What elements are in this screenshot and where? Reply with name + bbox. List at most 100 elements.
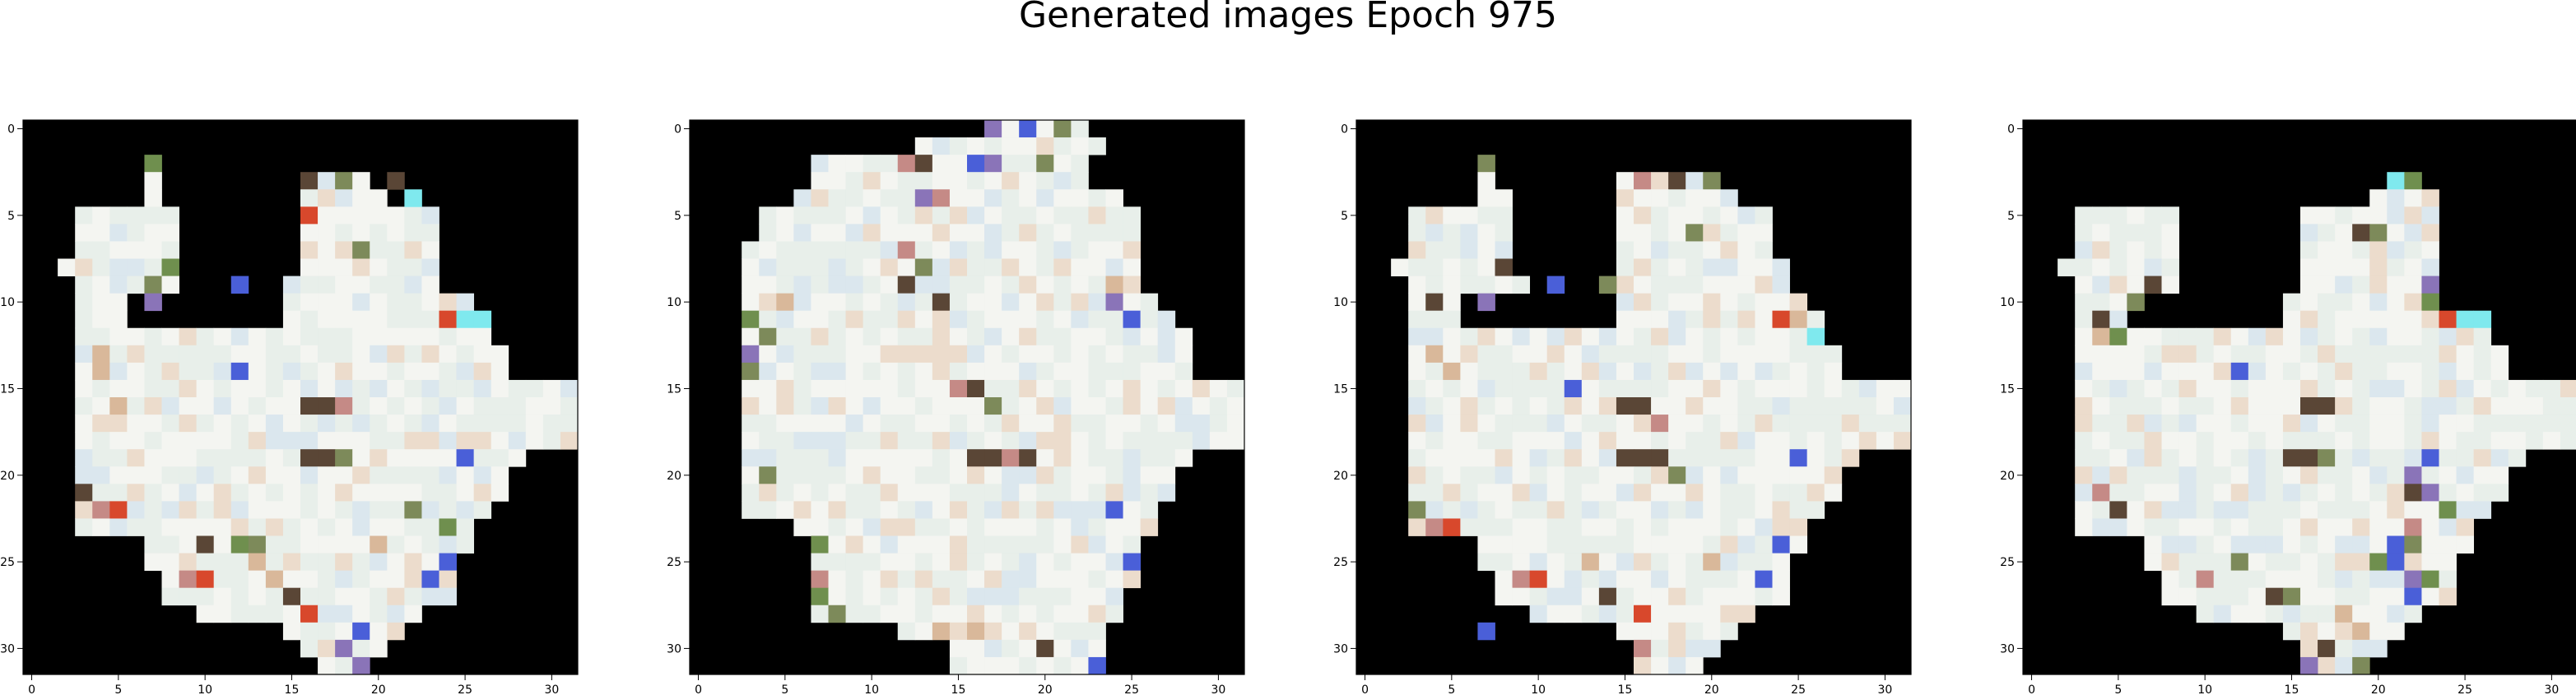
- pixel: [144, 155, 162, 173]
- pixel: [845, 518, 864, 536]
- pixel: [1071, 310, 1089, 329]
- pixel: [230, 415, 249, 433]
- pixel: [1651, 432, 1669, 450]
- pixel: [318, 276, 336, 294]
- pixel: [2300, 415, 2318, 433]
- pixel: [300, 415, 319, 433]
- pixel: [161, 224, 179, 242]
- pixel: [2144, 224, 2162, 242]
- pixel: [144, 276, 162, 294]
- pixel: [2525, 415, 2544, 433]
- pixel: [75, 432, 93, 450]
- pixel: [880, 379, 899, 398]
- pixel: [335, 172, 353, 190]
- pixel: [421, 362, 439, 381]
- pixel: [300, 206, 319, 225]
- pixel: [2300, 241, 2318, 259]
- pixel: [2404, 449, 2422, 467]
- pixel: [1036, 172, 1054, 190]
- pixel: [300, 258, 319, 276]
- pixel: [1806, 362, 1825, 381]
- pixel: [1019, 432, 1037, 450]
- pixel: [421, 466, 439, 484]
- pixel: [2335, 553, 2353, 572]
- pixel: [300, 189, 319, 207]
- pixel: [335, 553, 353, 572]
- pixel: [1425, 466, 1444, 484]
- pixel: [2196, 449, 2215, 467]
- pixel: [2265, 449, 2284, 467]
- pixel: [1019, 639, 1037, 658]
- pixel: [776, 466, 794, 484]
- pixel: [1495, 241, 1513, 259]
- pixel: [1634, 570, 1652, 589]
- pixel: [491, 484, 509, 502]
- pixel: [1755, 553, 1773, 572]
- pixel: [2213, 449, 2232, 467]
- pixel: [828, 484, 846, 502]
- y-tick-label: 25: [1333, 556, 1348, 569]
- pixel: [1737, 310, 1755, 329]
- pixel: [845, 189, 864, 207]
- pixel: [1598, 484, 1617, 502]
- pixel: [863, 587, 881, 606]
- pixel: [2421, 276, 2439, 294]
- pixel: [1737, 518, 1755, 536]
- pixel: [439, 345, 457, 364]
- pixel: [1002, 639, 1020, 658]
- pixel: [230, 449, 249, 467]
- pixel: [1002, 379, 1020, 398]
- pixel: [2109, 518, 2127, 536]
- pixel: [248, 570, 267, 589]
- pixel: [1581, 605, 1600, 623]
- pixel: [161, 276, 179, 294]
- pixel: [949, 449, 968, 467]
- pixel: [949, 605, 968, 623]
- pixel: [92, 397, 110, 415]
- pixel: [387, 466, 405, 484]
- pixel: [560, 397, 579, 415]
- pixel: [1616, 189, 1634, 207]
- pixel: [2369, 587, 2388, 606]
- pixel: [967, 293, 985, 312]
- pixel: [2300, 484, 2318, 502]
- pixel: [213, 327, 232, 346]
- pixel: [967, 518, 985, 536]
- pixel: [456, 466, 475, 484]
- pixel: [161, 570, 179, 589]
- pixel: [897, 224, 916, 242]
- pixel: [404, 206, 422, 225]
- y-tick-label: 0: [2007, 123, 2015, 137]
- pixel: [1019, 345, 1037, 364]
- pixel: [880, 293, 899, 312]
- pixel: [525, 397, 544, 415]
- pixel: [1806, 449, 1825, 467]
- pixel: [2161, 415, 2179, 433]
- pixel: [75, 206, 93, 225]
- pixel: [1408, 293, 1426, 312]
- pixel: [196, 415, 215, 433]
- pixel: [109, 276, 128, 294]
- pixel: [1703, 501, 1721, 519]
- pixel: [863, 466, 881, 484]
- pixel: [1036, 137, 1054, 155]
- pixel: [2318, 241, 2336, 259]
- pixel: [1720, 310, 1738, 329]
- pixel: [880, 362, 899, 381]
- pixel: [1053, 605, 1072, 623]
- pixel: [387, 553, 405, 572]
- pixel: [2178, 570, 2197, 589]
- pixel: [1002, 466, 1020, 484]
- pixel: [2387, 432, 2405, 450]
- pixel: [1036, 501, 1054, 519]
- pixel: [1755, 466, 1773, 484]
- pixel: [1772, 484, 1790, 502]
- pixel: [811, 484, 829, 502]
- pixel: [793, 518, 811, 536]
- pixel: [932, 137, 951, 155]
- pixel: [144, 189, 162, 207]
- pixel: [811, 432, 829, 450]
- pixel: [2248, 432, 2267, 450]
- pixel: [318, 206, 336, 225]
- pixel: [1616, 397, 1634, 415]
